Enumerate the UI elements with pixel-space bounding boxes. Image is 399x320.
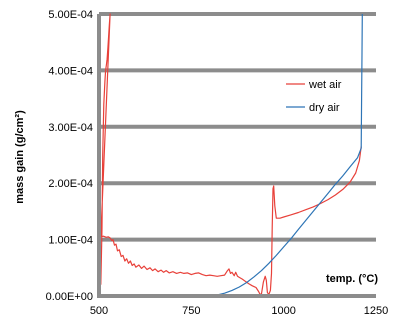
x-tick-label-2: 1000 [271,305,295,317]
series-line-dry-air [209,13,363,297]
gridlines [99,12,376,242]
axes [97,14,376,298]
series-lines [100,13,363,297]
series-line-wet-air [100,13,362,295]
x-tick-label-3: 1250 [364,305,388,317]
legend-label-wet-air: wet air [308,79,342,91]
x-tick-label-1: 750 [182,305,200,317]
legend: wet air dry air [286,79,342,114]
y-tick-label-4: 4.00E-04 [48,65,93,77]
legend-label-dry-air: dry air [309,102,340,114]
y-tick-label-1: 1.00E-04 [48,235,93,247]
y-tick-label-5: 5.00E-04 [48,9,93,21]
x-tick-label-0: 500 [90,305,108,317]
y-axis-label: mass gain (g/cm²) [14,110,26,204]
y-tick-label-3: 3.00E-04 [48,122,93,134]
tick-labels: 0.00E+00 1.00E-04 2.00E-04 3.00E-04 4.00E-04… [46,9,389,317]
y-tick-label-0: 0.00E+00 [46,291,93,303]
y-tick-label-2: 2.00E-04 [48,178,93,190]
x-axis-label: temp. (°C) [326,273,378,285]
